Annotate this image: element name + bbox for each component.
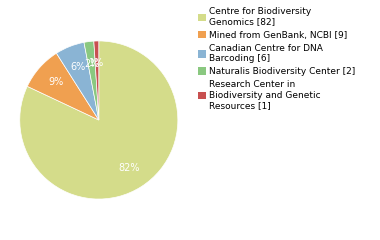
Text: 9%: 9% (49, 77, 64, 87)
Text: 82%: 82% (119, 163, 140, 173)
Text: 1%: 1% (89, 58, 105, 68)
Wedge shape (20, 41, 178, 199)
Text: 2%: 2% (84, 59, 99, 69)
Wedge shape (27, 53, 99, 120)
Wedge shape (94, 41, 99, 120)
Wedge shape (57, 42, 99, 120)
Legend: Centre for Biodiversity
Genomics [82], Mined from GenBank, NCBI [9], Canadian Ce: Centre for Biodiversity Genomics [82], M… (198, 7, 356, 110)
Wedge shape (84, 41, 99, 120)
Text: 6%: 6% (70, 62, 86, 72)
